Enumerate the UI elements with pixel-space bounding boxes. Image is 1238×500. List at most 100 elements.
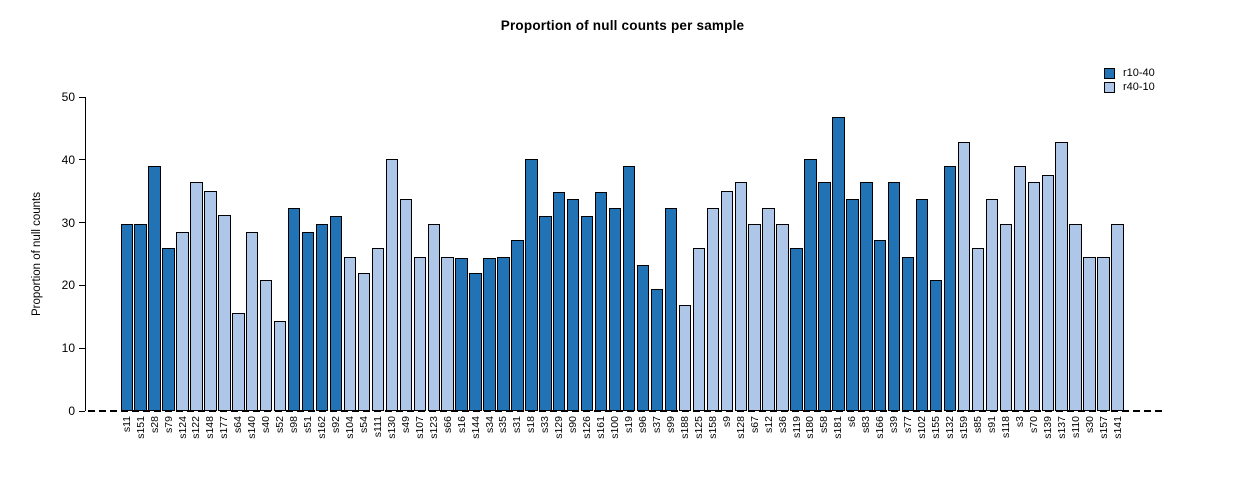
bar-s188 [678,304,692,411]
bar-s166 [874,239,887,411]
y-tick-label: 10 [61,341,75,356]
x-tick-label: s91 [985,416,998,433]
legend: r10-40 r40-10 [1104,67,1155,95]
x-tick-label: s100 [609,416,622,439]
bar-s100 [608,207,622,411]
bar-s144 [469,272,482,411]
x-tick-label: s98 [288,416,301,433]
y-tick-label: 40 [61,152,75,167]
bar-s18 [525,158,538,411]
x-tick-label: s155 [930,416,943,439]
bar-s104 [343,257,357,411]
x-tick-label: s122 [190,416,203,439]
x-tick-label: s123 [427,416,440,439]
x-tick-label: s177 [218,416,231,439]
x-tick-label: s16 [455,416,468,433]
bar-s30 [1083,257,1096,411]
x-tick-label: s12 [762,416,775,433]
bar-s83 [860,182,873,411]
y-tick-label: 30 [61,215,75,230]
x-tick-label: s85 [971,416,984,433]
x-tick-label: s128 [734,416,747,439]
x-tick-label: s51 [302,416,315,433]
x-tick-label: s119 [790,416,803,438]
bar-s35 [497,257,510,411]
x-tick-label: s67 [748,416,761,433]
bar-s125 [692,247,706,411]
bar-s67 [748,223,761,411]
x-tick-label: s125 [692,416,705,439]
bar-s110 [1069,223,1082,411]
legend-swatch-r40-10 [1104,82,1115,93]
x-tick-label: s70 [1027,416,1040,433]
x-tick-label: s99 [664,416,677,433]
x-tick-label: s6 [846,416,859,428]
bar-s102 [915,198,929,411]
x-tick-label: s126 [581,416,594,439]
bar-s91 [985,198,999,411]
x-tick-label: s66 [441,416,454,433]
bar-s119 [790,247,803,411]
x-tick-label: s180 [804,416,817,439]
bar-s52 [274,321,287,411]
x-tick-label: s9 [720,416,733,428]
bar-s79 [162,247,175,411]
bar-s155 [929,279,943,411]
x-tick-label: s40 [260,416,273,433]
bar-s9 [720,191,733,411]
bar-s92 [329,215,343,411]
y-tick [79,96,85,98]
x-tick-label: s161 [595,416,608,439]
bar-s3 [1013,166,1026,411]
x-tick-label: s92 [330,416,343,433]
x-tick-label: s162 [316,416,329,439]
bar-s180 [804,158,817,411]
legend-label: r40-10 [1123,81,1155,93]
x-tick-label: s33 [539,416,552,433]
x-tick-label: s90 [567,416,580,433]
x-tick-label: s30 [1083,416,1096,433]
x-tick-label: s52 [274,416,287,433]
x-tick-label: s36 [776,416,789,433]
bar-s126 [581,215,594,411]
bar-s130 [385,158,399,411]
bar-s70 [1027,182,1040,411]
y-axis-line [85,97,86,411]
bar-s158 [706,207,719,411]
bar-s85 [971,247,985,411]
x-tick-label: s77 [902,416,915,433]
chart-title: Proportion of null counts per sample [500,18,745,33]
legend-swatch-r10-40 [1104,68,1115,79]
x-tick-label: s166 [874,416,887,439]
x-tick-label: s34 [483,416,496,433]
x-tick-label: s37 [650,416,663,433]
y-tick [79,410,85,412]
y-tick-label: 0 [68,404,75,418]
legend-item: r10-40 [1104,67,1155,80]
x-tick-label: s83 [860,416,873,433]
y-tick [79,222,85,224]
legend-label: r10-40 [1123,67,1155,79]
bar-s49 [399,198,412,411]
bar-s12 [762,207,775,411]
bar-s90 [567,199,580,411]
y-tick-label: 20 [61,278,75,293]
bar-s122 [190,182,203,411]
x-tick-label: s58 [818,416,831,433]
x-tick-label: s28 [148,416,161,433]
x-tick-label: s96 [637,416,650,433]
x-tick-label: s139 [1041,416,1054,439]
x-tick-label: s132 [944,416,957,439]
bar-s98 [287,207,301,411]
x-tick-label: s140 [246,416,259,439]
bar-s40 [260,280,273,411]
bar-s96 [636,264,650,411]
bar-s16 [455,257,468,411]
bar-s132 [943,166,957,411]
x-tick-label: s64 [232,416,245,433]
x-tick-label: s39 [888,416,901,433]
bar-s151 [134,223,147,411]
x-tick-label: s104 [343,416,356,439]
